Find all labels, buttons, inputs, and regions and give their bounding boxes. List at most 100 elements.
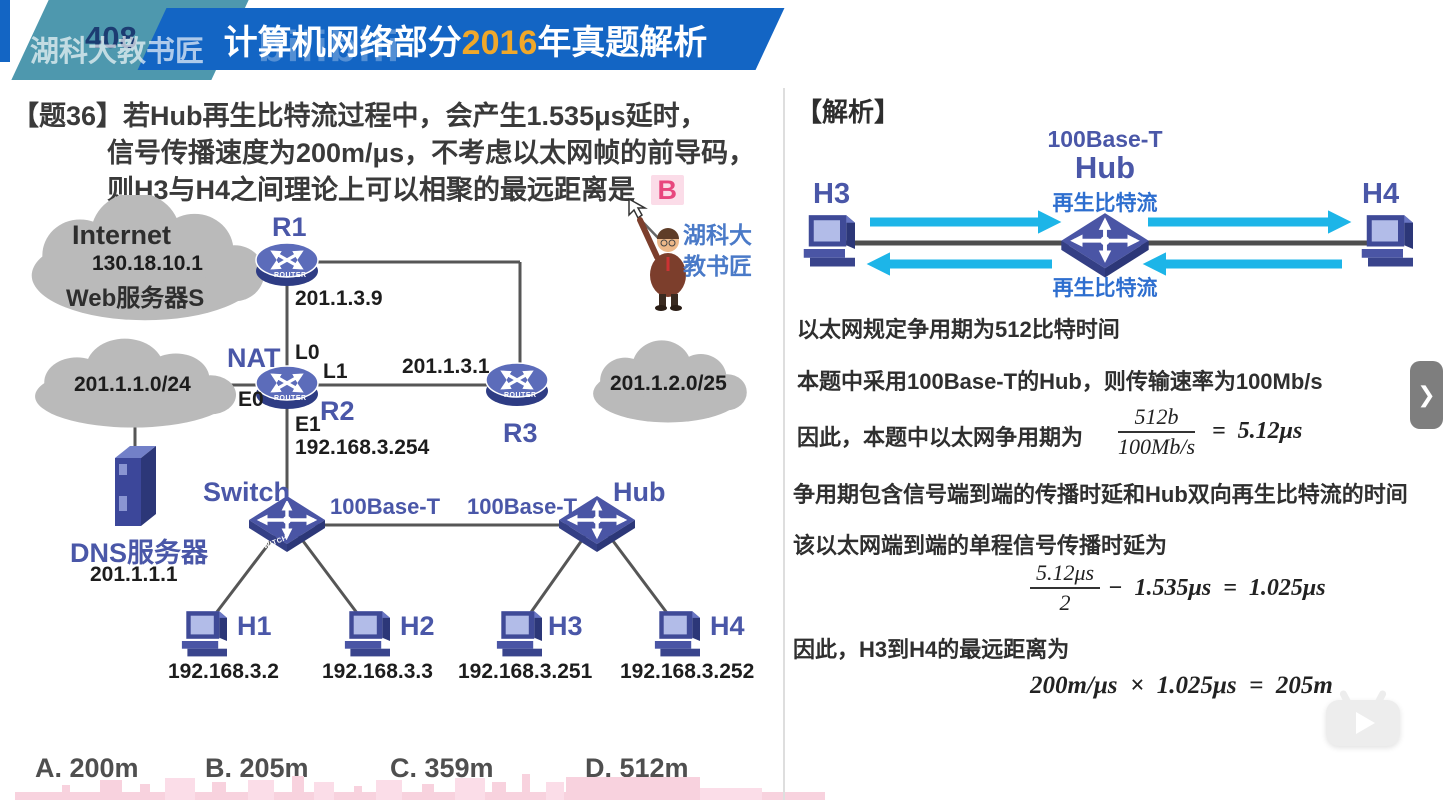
host-h2-label: H2 — [400, 611, 435, 641]
host-h2-ip: 192.168.3.3 — [322, 660, 433, 683]
host-h4-icon — [654, 611, 700, 657]
right-cloud-label: 201.1.2.0/25 — [610, 372, 727, 395]
analysis-text-3: 因此，本题中以太网争用期为 — [797, 425, 1084, 450]
wave-bar — [455, 778, 485, 800]
formula2-denominator: 2 — [1059, 590, 1071, 615]
wave-bar — [376, 780, 402, 800]
host-h1-icon — [181, 611, 227, 657]
internet-cloud-name: Internet — [72, 220, 172, 250]
regen-top-label: 再生比特流 — [1052, 192, 1158, 215]
course-badge: 408 — [85, 20, 137, 55]
danmaku-wave — [0, 770, 830, 800]
link-right-label: 100Base-T — [467, 494, 578, 519]
wave-bar — [212, 782, 226, 800]
wave-bar — [165, 778, 195, 800]
option-a: A. 200m — [35, 753, 139, 783]
host-h4-label: H4 — [710, 611, 745, 641]
formula2-rhs: − 1.535μs = 1.025μs — [1108, 575, 1326, 601]
wave-bar — [492, 782, 506, 800]
mascot-figure — [628, 197, 686, 311]
host-h3-ip: 192.168.3.251 — [458, 660, 593, 683]
router-r2-band: ROUTER — [274, 395, 307, 402]
wave-bar — [700, 788, 762, 800]
analysis-text-2: 本题中采用100Base-T的Hub，则传输速率为100Mb/s — [797, 369, 1323, 394]
analysis-hub-icon — [1061, 213, 1148, 277]
wave-bar — [566, 777, 700, 800]
play-overlay-button[interactable] — [1326, 689, 1400, 746]
web-server-label: Web服务器S — [66, 285, 205, 312]
r2-if-l1: L1 — [323, 360, 348, 383]
regen-bottom-label: 再生比特流 — [1052, 277, 1158, 300]
switch-label: Switch — [203, 477, 291, 507]
title-post: 年真题解析 — [537, 24, 708, 62]
title-year: 2016 — [461, 24, 538, 62]
option-b: B. 205m — [205, 753, 309, 783]
next-page-button[interactable]: ❯ — [1410, 361, 1443, 429]
analysis-standard-label: 100Base-T — [1047, 126, 1163, 152]
wave-bar — [546, 782, 564, 800]
host-h1-ip: 192.168.3.2 — [168, 660, 279, 683]
formula1-denominator: 100Mb/s — [1118, 434, 1195, 459]
formula2-numerator: 5.12μs — [1030, 560, 1101, 589]
internet-cloud-ip: 130.18.10.1 — [92, 252, 203, 275]
r1-link-ip: 201.1.3.9 — [295, 287, 383, 310]
dns-server-icon — [115, 446, 156, 526]
formula2-fraction: 5.12μs 2 — [1030, 560, 1101, 616]
mascot-text-line1: 湖科大 — [683, 222, 752, 248]
analysis-text-6: 因此，H3到H4的最远距离为 — [793, 637, 1070, 662]
formula1-fraction: 512b 100Mb/s — [1118, 404, 1195, 460]
router-r1-icon — [256, 243, 318, 286]
mascot-text: 湖科大 教书匠 — [683, 220, 752, 282]
topology-diagram — [31, 195, 747, 657]
hub-label: Hub — [613, 477, 666, 507]
formula3: 200m/μs × 1.025μs = 205m — [1030, 672, 1333, 699]
tv-ear-right-icon — [1373, 689, 1388, 707]
nat-label: NAT — [227, 343, 281, 373]
wave-bar — [314, 782, 334, 800]
analysis-text-1: 以太网规定争用期为512比特时间 — [797, 317, 1120, 342]
analysis-hub-label: Hub — [1074, 150, 1136, 185]
wave-bar — [354, 786, 362, 800]
mascot-text-line2: 教书匠 — [683, 253, 752, 279]
formula1-rhs: = 5.12μs — [1212, 418, 1303, 444]
chevron-right-icon: ❯ — [1417, 382, 1436, 407]
r2-if-l0: L0 — [295, 341, 320, 364]
question-line-1: 【题36】若Hub再生比特流过程中，会产生1.535μs延时， — [12, 101, 707, 131]
tv-ear-left-icon — [1338, 689, 1353, 707]
host-h3-icon — [496, 611, 542, 657]
router-r3-label: R3 — [503, 418, 538, 448]
header-left-sliver — [0, 0, 10, 62]
play-triangle-icon — [1356, 712, 1375, 734]
analysis-diagram — [803, 210, 1413, 290]
r2-if-e0: E0 — [238, 388, 264, 411]
r2-if-e1: E1 — [295, 413, 321, 436]
host-h1-label: H1 — [237, 611, 272, 641]
router-r3-icon — [486, 363, 548, 406]
host-h3-label: H3 — [548, 611, 583, 641]
wave-bar — [100, 780, 122, 800]
wave-bar — [422, 784, 434, 800]
router-r1-band: ROUTER — [274, 272, 307, 279]
channel-watermark: 湖科大教书匠 — [30, 36, 205, 68]
analysis-heading: 【解析】 — [796, 97, 901, 127]
router-r2-label: R2 — [320, 396, 355, 426]
page-title: 计算机网络部分2016年真题解析 — [168, 15, 763, 64]
title-pre: 计算机网络部分 — [223, 24, 462, 62]
analysis-h4-label: H4 — [1362, 178, 1400, 210]
router-r1-label: R1 — [272, 212, 307, 242]
wave-bar — [62, 785, 70, 800]
host-h4-ip: 192.168.3.252 — [620, 660, 755, 683]
wave-bar — [140, 784, 150, 800]
question-line-2: 信号传播速度为200m/μs，不考虑以太网帧的前导码， — [107, 138, 756, 168]
analysis-text-4: 争用期包含信号端到端的传播时延和Hub双向再生比特流的时间 — [793, 482, 1408, 507]
r2-r3-link-ip: 201.1.3.1 — [402, 355, 490, 378]
panel-divider — [783, 88, 785, 800]
bilibili-watermark: bilibili — [258, 22, 402, 71]
question-line-3: 则H3与H4之间理论上可以相聚的最远距离是 B — [107, 168, 685, 207]
wave-base — [15, 792, 825, 800]
analysis-h4-icon — [1361, 215, 1413, 267]
analysis-text-5: 该以太网端到端的单程信号传播时延为 — [793, 533, 1168, 558]
wave-bar — [522, 774, 530, 800]
question-line-3-text: 则H3与H4之间理论上可以相聚的最远距离是 — [107, 175, 636, 205]
